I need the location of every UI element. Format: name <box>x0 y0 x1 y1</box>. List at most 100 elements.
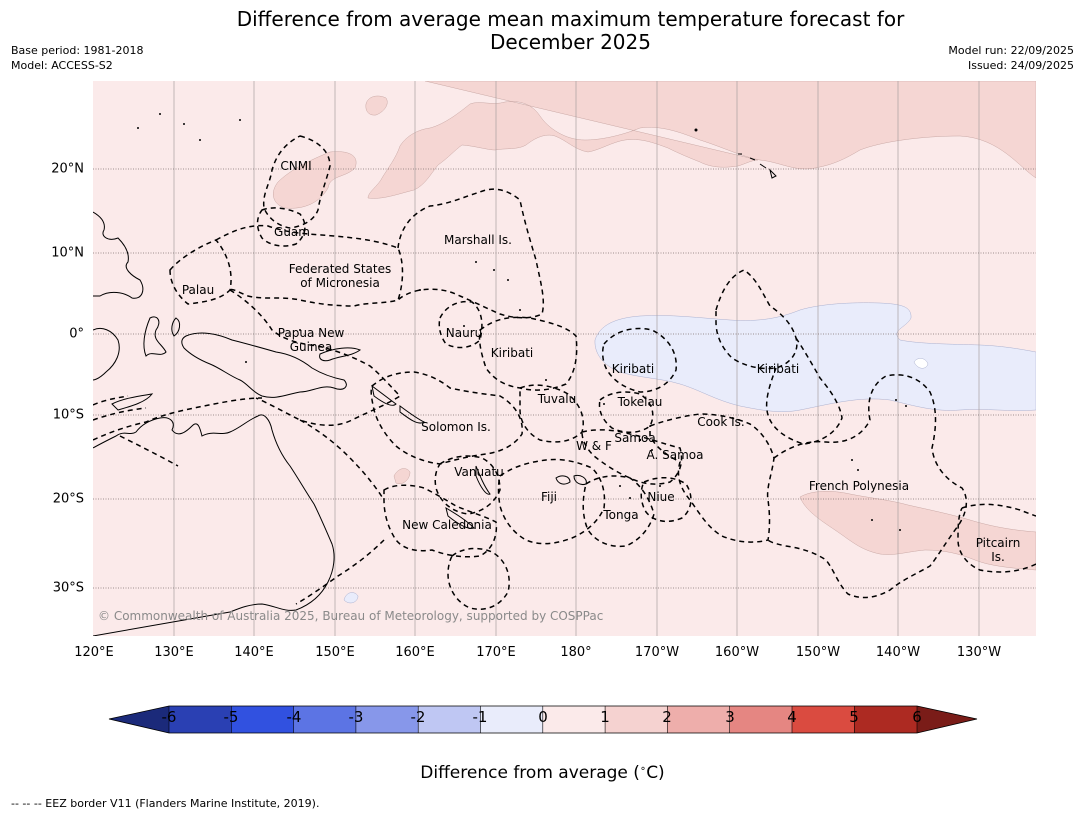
eez-wallis-samoa <box>581 429 683 485</box>
latitude-label: 0° <box>69 326 84 342</box>
place-label-cnmi: CNMI <box>280 159 312 173</box>
halmahera-coast <box>171 317 181 337</box>
place-label-tonga: Tonga <box>603 508 639 522</box>
copyright-notice: © Commonwealth of Australia 2025, Bureau… <box>98 609 604 623</box>
place-label-micronesia: Federated States of Micronesia <box>288 262 392 290</box>
colorbar-tick-label: 5 <box>849 708 859 726</box>
small-islands <box>137 113 907 531</box>
place-label-solomon-islands: Solomon Is. <box>421 420 491 434</box>
eez-tuvalu <box>519 384 584 443</box>
eez-kiribati-phoenix <box>601 327 677 393</box>
place-label-french-polynesia: French Polynesia <box>808 479 910 493</box>
sulawesi-coast <box>143 316 167 357</box>
solomon-islands-coast <box>371 384 425 424</box>
place-label-kiribati-phoenix: Kiribati <box>611 362 655 376</box>
colorbar-tick-label: 2 <box>662 708 672 726</box>
map-title-line-1: Difference from average mean maximum tem… <box>236 7 905 31</box>
longitude-label: 150°E <box>315 645 355 660</box>
colorbar-max-extension <box>917 706 977 733</box>
new-britain-coast <box>319 347 362 362</box>
longitude-label: 150°W <box>795 645 841 660</box>
place-label-papua-new-guinea: Papua New Guinea <box>277 326 345 354</box>
colorbar-tick-label: -3 <box>348 708 364 726</box>
eez-pitcairn <box>957 503 1036 573</box>
longitude-label: 140°E <box>234 645 274 660</box>
colorbar-bin <box>169 706 232 733</box>
colorbar-tick-label: 1 <box>600 708 610 726</box>
warm-area-vanuatu <box>393 468 411 484</box>
longitude-label: 160°W <box>714 645 760 660</box>
eez-fiji <box>497 458 606 545</box>
colorbar <box>108 705 978 734</box>
new-guinea-coast <box>181 332 347 398</box>
borneo-coast <box>93 327 120 381</box>
place-label-tuvalu: Tuvalu <box>537 392 577 406</box>
eez-solomon <box>370 371 523 465</box>
colorbar-dividers <box>168 706 918 733</box>
run-info: Model run: 22/09/2025 Issued: 24/09/2025 <box>948 43 1074 73</box>
parallels <box>93 168 1036 589</box>
place-label-american-samoa: A. Samoa <box>646 448 704 462</box>
latitude-label: 10°S <box>52 407 84 423</box>
colorbar-tick-label: 4 <box>787 708 797 726</box>
colorbar-title: Difference from average (∘C) <box>420 763 665 783</box>
eez-cnmi <box>262 135 331 229</box>
place-label-kiribati-gilbert: Kiribati <box>490 346 534 360</box>
place-label-fiji: Fiji <box>540 490 558 504</box>
colorbar-bin <box>293 706 356 733</box>
eez-niue <box>640 477 692 523</box>
map-panel <box>93 81 1036 636</box>
colorbar-bin <box>355 706 419 733</box>
colorbar-tick-label: 6 <box>912 708 922 726</box>
latitude-label: 30°S <box>52 580 84 596</box>
place-label-cook-islands: Cook Is. <box>697 415 745 429</box>
coastlines <box>93 153 777 636</box>
issued-date: Issued: 24/09/2025 <box>967 59 1074 72</box>
colorbar-tick-label: -6 <box>161 708 177 726</box>
eez-vanuatu <box>434 455 501 515</box>
place-label-vanuatu: Vanuatu <box>454 465 504 479</box>
longitude-label: 140°W <box>875 645 921 660</box>
neutral-patch <box>913 358 929 369</box>
longitude-label: 180° <box>560 645 592 660</box>
colorbar-tick-label: -1 <box>472 708 488 726</box>
colorbar-bin <box>667 706 730 733</box>
place-label-tokelau: Tokelau <box>617 395 663 409</box>
longitude-label: 130°E <box>154 645 194 660</box>
hawaii-coast <box>738 153 777 179</box>
meridians <box>173 81 980 636</box>
longitude-label: 130°W <box>956 645 1002 660</box>
longitude-label: 120°E <box>74 645 114 660</box>
eez-borders <box>93 135 1036 610</box>
colorbar-bin <box>542 706 606 733</box>
eez-guam <box>256 207 306 247</box>
map-title: Difference from average mean maximum tem… <box>0 8 1085 54</box>
colorbar-tick-label: -2 <box>410 708 426 726</box>
cool-anomaly-area <box>594 302 1036 412</box>
longitude-label: 160°E <box>395 645 435 660</box>
eez-fsm <box>215 224 404 307</box>
eez-australia-east <box>295 419 385 605</box>
place-label-new-caledonia: New Caledonia <box>402 518 492 532</box>
latitude-label: 20°S <box>52 491 84 507</box>
eez-norfolk <box>447 547 510 610</box>
eez-indonesia-australia <box>93 395 263 467</box>
colorbar-bin <box>729 706 793 733</box>
colorbar-bin <box>792 706 855 733</box>
colorbar-bin <box>854 706 917 733</box>
eez-tokelau <box>598 391 654 433</box>
warm-area-small-north <box>365 95 388 116</box>
colorbar-bin <box>418 706 481 733</box>
vanuatu-coast <box>475 465 491 495</box>
warm-area-north <box>367 81 1036 199</box>
eez-cook-islands <box>649 413 775 543</box>
colorbar-tick-label: -4 <box>286 708 302 726</box>
colorbar-min-extension <box>109 706 169 733</box>
place-label-pitcairn-islands: Pitcairn Is. <box>975 536 1021 564</box>
place-label-kiribati-line: Kiribati <box>756 362 800 376</box>
warm-anomaly-areas <box>273 81 1036 571</box>
map-title-line-2: December 2025 <box>490 30 651 54</box>
place-label-guam: Guam <box>274 225 310 239</box>
eez-kiribati-west <box>478 316 578 391</box>
colorbar-tick-label: 3 <box>725 708 735 726</box>
